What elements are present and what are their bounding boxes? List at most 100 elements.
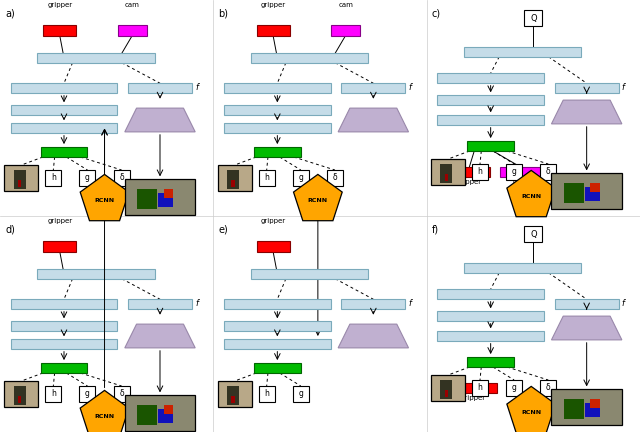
Text: δ: δ [119,174,124,182]
Text: h: h [264,390,269,398]
Bar [440,380,452,399]
Text: RCNN: RCNN [521,410,541,414]
Text: h: h [264,174,269,182]
Bar [125,395,195,431]
Bar [506,164,522,180]
Text: cam: cam [125,2,140,8]
Text: δ: δ [546,168,550,177]
Bar [37,269,155,279]
Text: δ: δ [119,390,124,398]
Bar [114,386,129,402]
Bar [224,83,331,93]
Bar [118,25,147,35]
Text: gripper: gripper [457,179,482,185]
Text: f: f [195,83,198,92]
Text: g: g [85,174,90,182]
Bar [11,321,117,331]
Bar [37,53,155,63]
Bar [467,357,514,367]
Bar [464,47,581,57]
Text: g: g [298,390,303,398]
Polygon shape [507,170,556,217]
Bar [138,405,157,425]
Polygon shape [338,324,408,348]
Bar [257,241,289,251]
Text: gripper: gripper [47,2,72,8]
Bar [555,83,619,93]
Polygon shape [125,108,195,132]
Text: f: f [408,299,412,308]
Bar [293,386,309,402]
Bar [158,193,173,207]
Bar [13,386,26,405]
Text: gripper: gripper [260,218,285,224]
Bar [44,25,76,35]
Bar [472,380,488,396]
Bar [449,167,490,177]
Text: a): a) [5,8,15,18]
Text: d): d) [5,224,15,234]
Bar [158,409,173,423]
Bar [224,105,331,115]
Bar [114,170,129,186]
Polygon shape [80,391,129,432]
Text: Q: Q [530,13,537,22]
Bar [11,83,117,93]
Bar [79,170,95,186]
Bar [564,399,584,419]
Bar [259,386,275,402]
Text: h: h [51,390,56,398]
Bar [437,95,544,105]
Bar [4,381,38,407]
Bar [11,299,117,309]
Bar [231,181,235,187]
Bar [251,53,368,63]
Text: cam: cam [513,179,528,185]
Bar [45,386,61,402]
Bar [552,389,622,425]
Bar [138,189,157,209]
Bar [224,299,331,309]
Bar [224,321,331,331]
Text: gripper: gripper [461,395,486,401]
Bar [540,380,556,396]
Bar [11,105,117,115]
Bar [4,165,38,191]
Text: b): b) [218,8,228,18]
Bar [590,399,600,408]
Text: δ: δ [546,384,550,393]
Text: RCNN: RCNN [95,413,115,419]
Bar [259,170,275,186]
Bar [218,165,252,191]
Bar [254,363,301,373]
Text: cam: cam [338,2,353,8]
Bar [472,164,488,180]
Polygon shape [294,175,342,221]
Bar [584,403,600,417]
Polygon shape [552,316,622,340]
Bar [164,405,173,414]
Bar [464,263,581,273]
Text: Q: Q [530,229,537,238]
Text: f: f [621,83,625,92]
Text: f: f [408,83,412,92]
Bar [18,397,21,403]
Text: gripper: gripper [47,218,72,224]
Bar [564,183,584,203]
Bar [332,25,360,35]
Bar [450,383,497,393]
Bar [227,386,239,405]
Text: g: g [512,168,516,177]
Bar [254,147,301,157]
Bar [45,170,61,186]
Bar [540,164,556,180]
Bar [445,391,448,397]
Text: g: g [85,390,90,398]
Bar [251,269,368,279]
Text: f: f [621,299,625,308]
Bar [590,183,600,192]
Text: f: f [195,299,198,308]
Polygon shape [338,108,408,132]
Polygon shape [552,100,622,124]
Text: RCNN: RCNN [95,197,115,203]
